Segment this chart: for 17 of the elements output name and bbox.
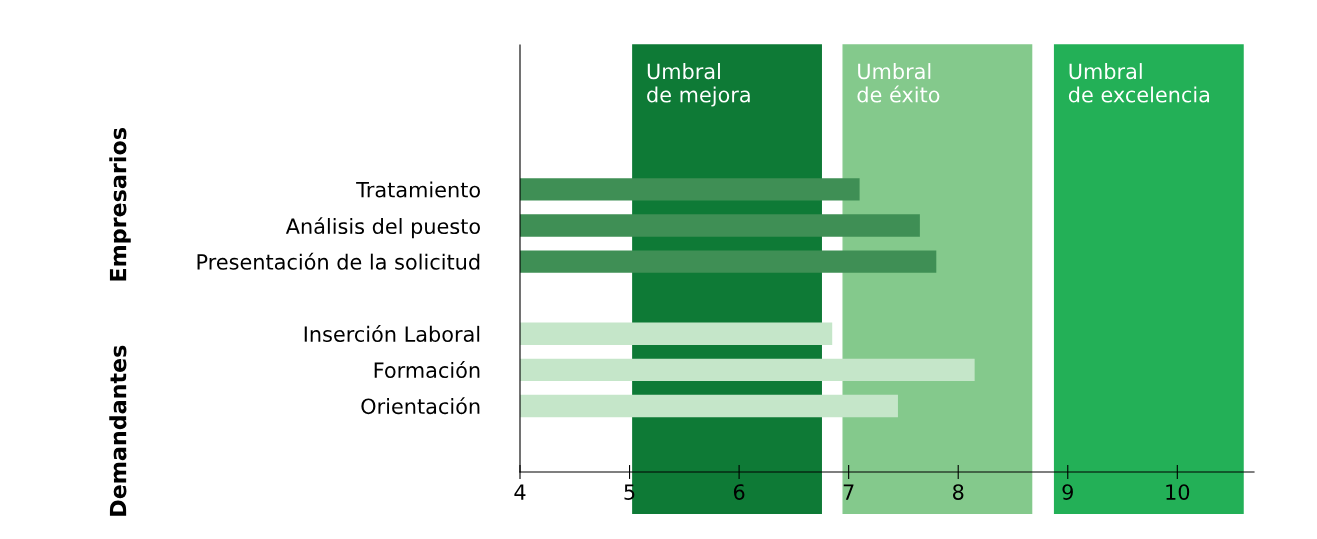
band-label: Umbral de éxito — [857, 63, 940, 103]
x-tick-label: 6 — [733, 484, 745, 500]
y-tick-label: Tratamiento — [356, 181, 480, 198]
text: Demandantes — [109, 345, 127, 516]
y-tick-label: Orientación — [361, 397, 480, 415]
band-label: Umbral de mejora — [647, 63, 750, 107]
x-tick-label: 7 — [843, 484, 854, 500]
x-tick-label: 4 — [514, 484, 526, 500]
x-tick-label: 8 — [952, 484, 964, 500]
text: Empresarios — [109, 128, 131, 281]
y-tick-label: Inserción Laboral — [304, 325, 480, 342]
x-tick-label: 9 — [1062, 484, 1073, 500]
y-tick-label: Formación — [374, 361, 480, 379]
y-tick-label: Análisis del puesto — [285, 217, 480, 239]
x-tick-label: 10 — [1166, 484, 1190, 500]
band-label: Umbral de excelencia — [1068, 63, 1210, 103]
y-tick-label: Presentación de la solicitud — [197, 252, 480, 270]
